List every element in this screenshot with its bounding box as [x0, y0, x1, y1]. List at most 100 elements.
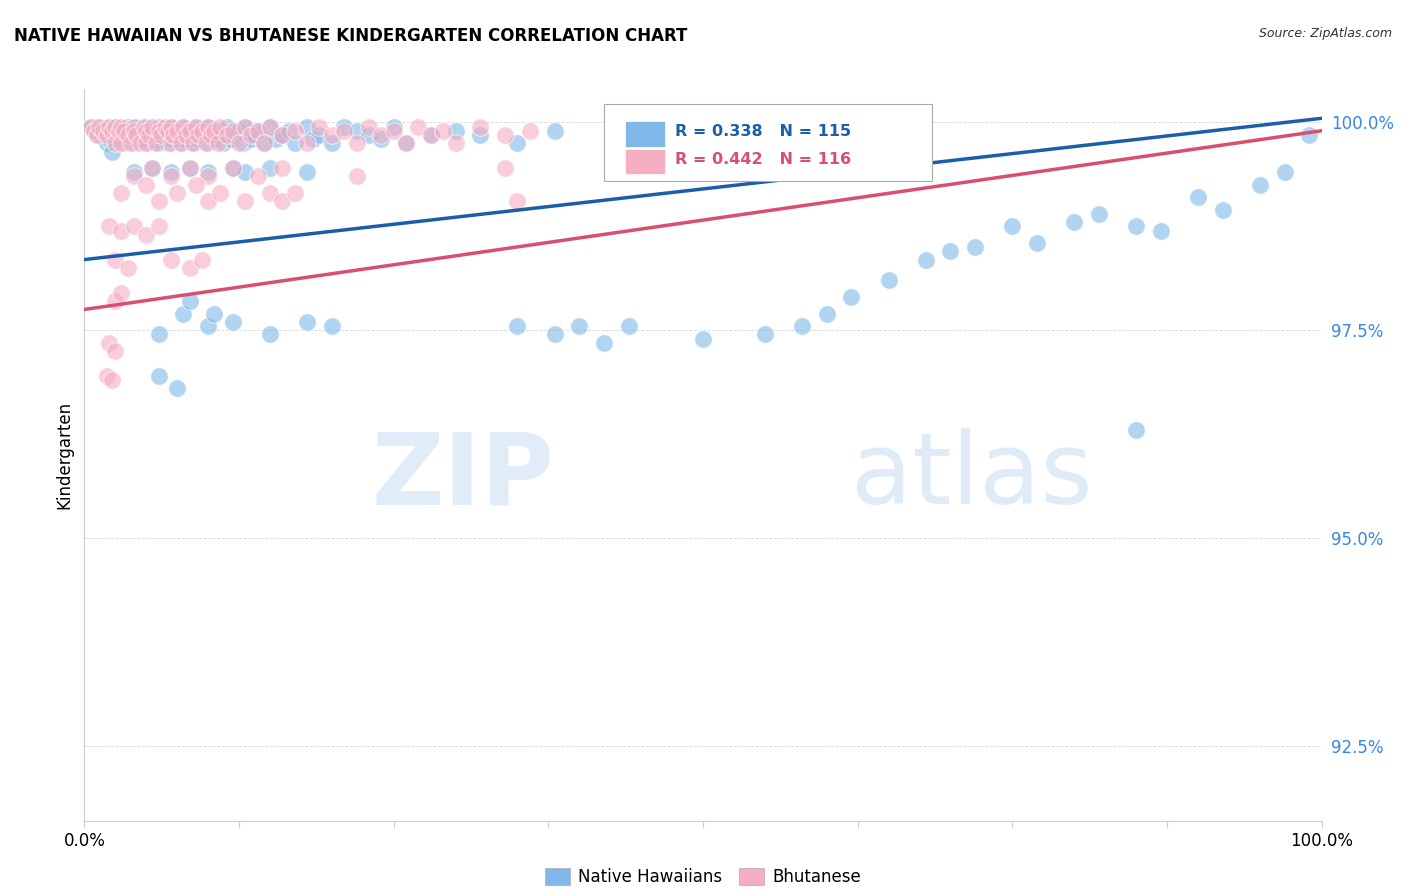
Point	[240, 128, 263, 142]
Point	[179, 294, 201, 309]
Y-axis label: Kindergarten: Kindergarten	[55, 401, 73, 509]
Point	[222, 128, 245, 142]
Point	[207, 136, 229, 151]
Point	[89, 128, 111, 142]
Point	[357, 128, 380, 142]
Point	[191, 252, 214, 267]
Point	[215, 120, 238, 134]
Point	[815, 307, 838, 321]
Point	[170, 136, 193, 151]
Point	[1026, 235, 1049, 250]
FancyBboxPatch shape	[605, 103, 932, 180]
Point	[100, 124, 122, 138]
Point	[790, 319, 813, 334]
Point	[91, 124, 114, 138]
Point	[162, 128, 184, 142]
Point	[277, 124, 299, 138]
Point	[259, 120, 281, 134]
Point	[346, 124, 368, 138]
Point	[172, 120, 194, 134]
Point	[187, 128, 209, 142]
Point	[1212, 202, 1234, 217]
Point	[100, 373, 122, 387]
Point	[202, 132, 225, 146]
Point	[333, 124, 356, 138]
Point	[259, 161, 281, 176]
Point	[117, 128, 139, 142]
Point	[259, 186, 281, 200]
Point	[202, 307, 225, 321]
Point	[246, 124, 269, 138]
Point	[259, 120, 281, 134]
Point	[209, 120, 232, 134]
Point	[228, 124, 250, 138]
Point	[295, 136, 318, 151]
Point	[191, 124, 214, 138]
Point	[122, 124, 145, 138]
Point	[148, 194, 170, 209]
Legend: Native Hawaiians, Bhutanese: Native Hawaiians, Bhutanese	[538, 862, 868, 892]
Point	[246, 124, 269, 138]
Point	[83, 124, 105, 138]
Point	[197, 169, 219, 184]
Point	[153, 120, 176, 134]
Point	[148, 327, 170, 342]
Point	[200, 128, 222, 142]
Point	[96, 368, 118, 383]
Point	[98, 132, 121, 146]
Point	[233, 194, 256, 209]
Point	[160, 165, 183, 179]
Point	[104, 344, 127, 359]
Point	[191, 128, 214, 142]
Point	[120, 136, 142, 151]
Point	[841, 290, 863, 304]
Point	[232, 136, 254, 151]
Point	[222, 124, 245, 138]
Point	[253, 136, 276, 151]
Point	[181, 136, 204, 151]
Point	[91, 124, 114, 138]
Point	[395, 136, 418, 151]
Point	[202, 124, 225, 138]
Point	[506, 319, 529, 334]
Point	[166, 381, 188, 395]
Point	[179, 161, 201, 176]
Point	[187, 132, 209, 146]
Point	[346, 136, 368, 151]
Point	[157, 124, 180, 138]
Point	[132, 128, 155, 142]
Point	[1125, 423, 1147, 437]
Point	[207, 128, 229, 142]
Point	[86, 120, 108, 134]
Point	[170, 136, 193, 151]
Point	[148, 219, 170, 234]
Point	[150, 128, 173, 142]
Point	[122, 219, 145, 234]
Point	[86, 128, 108, 142]
Point	[184, 120, 207, 134]
Point	[160, 120, 183, 134]
Point	[112, 136, 135, 151]
Point	[79, 120, 101, 134]
Point	[194, 136, 217, 151]
Point	[141, 161, 163, 176]
Point	[148, 124, 170, 138]
Point	[240, 132, 263, 146]
Point	[233, 120, 256, 134]
Point	[122, 124, 145, 138]
Point	[184, 120, 207, 134]
Point	[197, 165, 219, 179]
Point	[129, 132, 152, 146]
Point	[160, 120, 183, 134]
Point	[179, 124, 201, 138]
Point	[79, 120, 101, 134]
Point	[181, 136, 204, 151]
Point	[470, 128, 492, 142]
Point	[754, 327, 776, 342]
Point	[419, 128, 441, 142]
Point	[110, 136, 132, 151]
Point	[219, 132, 242, 146]
Point	[1187, 190, 1209, 204]
Point	[233, 120, 256, 134]
Point	[212, 136, 235, 151]
